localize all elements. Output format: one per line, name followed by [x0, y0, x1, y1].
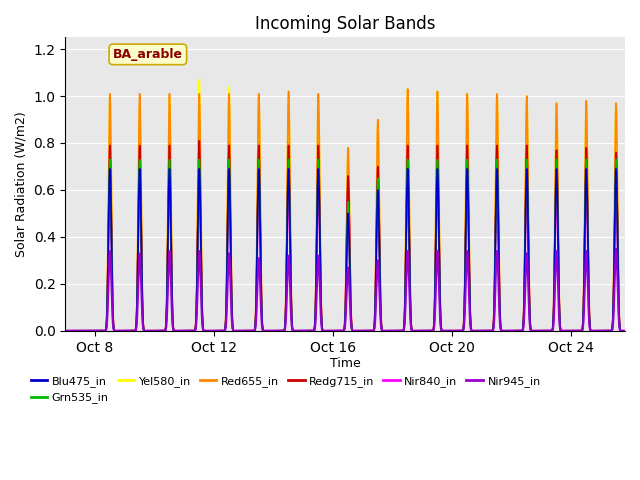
- X-axis label: Time: Time: [330, 357, 360, 371]
- Legend: Blu475_in, Grn535_in, Yel580_in, Red655_in, Redg715_in, Nir840_in, Nir945_in: Blu475_in, Grn535_in, Yel580_in, Red655_…: [26, 372, 545, 408]
- Y-axis label: Solar Radiation (W/m2): Solar Radiation (W/m2): [15, 111, 28, 257]
- Text: BA_arable: BA_arable: [113, 48, 183, 61]
- Title: Incoming Solar Bands: Incoming Solar Bands: [255, 15, 435, 33]
